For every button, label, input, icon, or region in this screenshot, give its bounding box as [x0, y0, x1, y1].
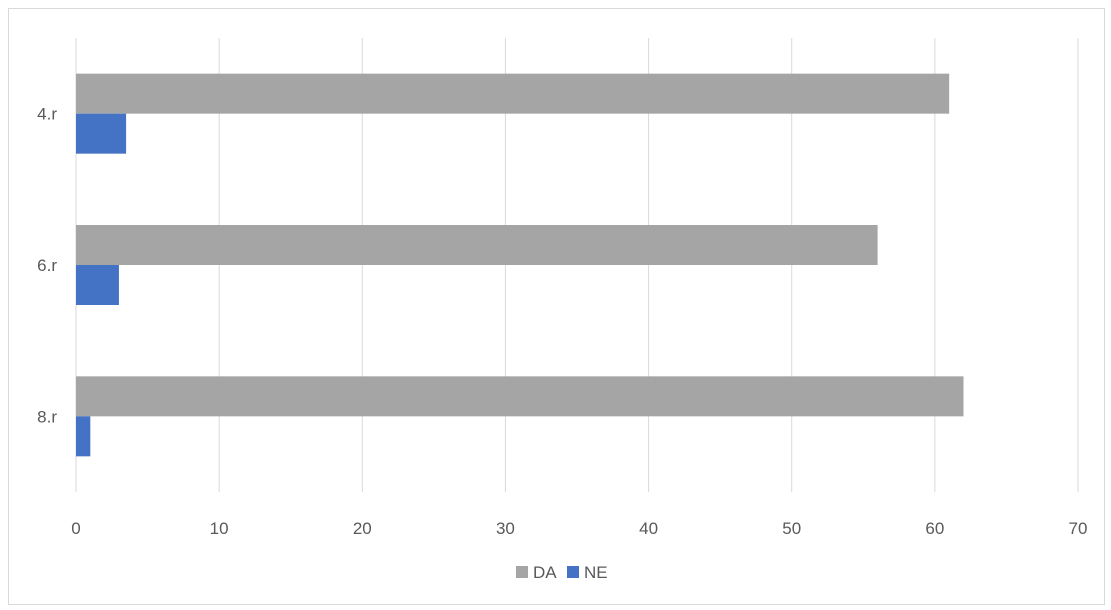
- bar-ne-4.r: [76, 113, 127, 154]
- legend-swatch-da: [516, 566, 528, 578]
- x-tick-label: 30: [496, 519, 515, 538]
- y-category-label: 8.r: [37, 407, 57, 426]
- x-tick-label: 40: [639, 519, 658, 538]
- x-axis-tick-labels: 0 10 20 30 40 50 60 70: [71, 519, 1087, 538]
- y-axis-category-labels: 4.r 6.r 8.r: [37, 105, 57, 427]
- bar-da-4.r: [76, 73, 950, 114]
- x-tick-label: 60: [925, 519, 944, 538]
- bar-ne-6.r: [76, 265, 119, 305]
- y-category-label: 4.r: [37, 105, 57, 124]
- bar-da-6.r: [76, 225, 878, 265]
- x-tick-label: 50: [782, 519, 801, 538]
- bar-ne-8.r: [76, 416, 91, 457]
- x-tick-label: 70: [1069, 519, 1088, 538]
- x-tick-label: 20: [353, 519, 372, 538]
- legend: DA NE: [516, 563, 608, 582]
- legend-label-ne: NE: [584, 563, 608, 582]
- x-tick-label: 0: [71, 519, 80, 538]
- x-tick-label: 10: [210, 519, 229, 538]
- bars: [76, 73, 964, 457]
- bar-da-8.r: [76, 376, 964, 417]
- y-category-label: 6.r: [37, 256, 57, 275]
- legend-swatch-ne: [567, 566, 579, 578]
- legend-label-da: DA: [533, 563, 557, 582]
